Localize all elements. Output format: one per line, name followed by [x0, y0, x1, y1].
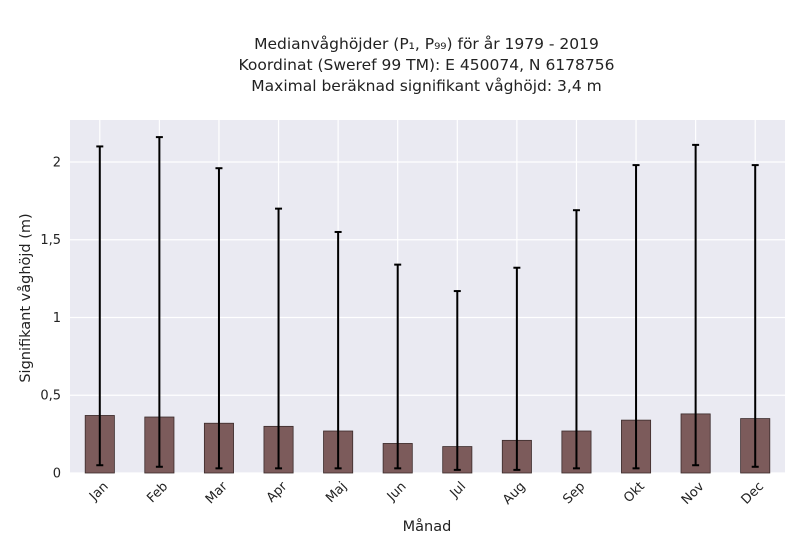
x-tick-label: Nov: [679, 479, 708, 508]
x-tick-label: Jun: [384, 479, 410, 505]
chart-title-line-2: Koordinat (Sweref 99 TM): E 450074, N 61…: [238, 56, 615, 74]
x-tick-label: Maj: [323, 479, 350, 506]
x-tick-label: Feb: [144, 479, 171, 506]
x-tick-label: Jan: [86, 479, 111, 504]
y-tick-label: 2: [53, 155, 61, 170]
chart-title: Medianvåghöjder (P₁, P₉₉) för år 1979 - …: [0, 34, 800, 97]
x-tick-label: Jul: [447, 479, 469, 501]
chart-title-line-3: Maximal beräknad signifikant våghöjd: 3,…: [251, 77, 602, 95]
y-tick-label: 0: [53, 467, 61, 482]
x-tick-label: Sep: [560, 479, 588, 507]
y-tick-label: 1: [53, 311, 61, 326]
x-tick-label: Mar: [203, 479, 231, 507]
x-axis-label: Månad: [403, 518, 452, 535]
chart-title-line-1: Medianvåghöjder (P₁, P₉₉) för år 1979 - …: [254, 35, 599, 53]
x-tick-label: Dec: [739, 479, 767, 507]
plot-area: [70, 120, 785, 473]
y-axis-label: Signifikant våghöjd (m): [17, 213, 34, 382]
x-tick-label: Okt: [621, 479, 648, 506]
x-tick-label: Aug: [500, 479, 529, 508]
y-tick-label: 0,5: [40, 389, 61, 404]
y-tick-label: 1,5: [40, 233, 61, 248]
x-tick-label: Apr: [264, 479, 291, 506]
